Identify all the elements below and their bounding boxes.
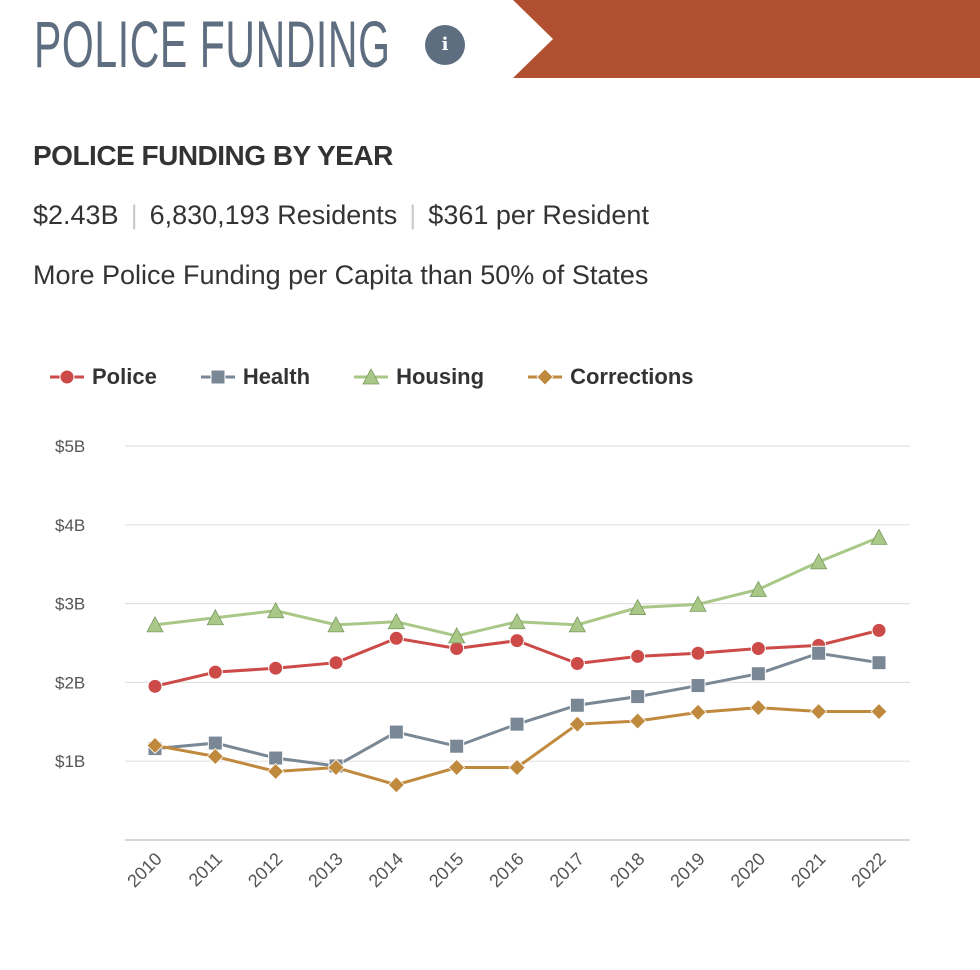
marker-circle	[268, 660, 284, 676]
marker-triangle	[749, 580, 767, 597]
x-tick-label: 2020	[727, 849, 769, 891]
legend-label: Corrections	[570, 364, 694, 389]
legend-item-corrections[interactable]: Corrections	[528, 364, 694, 390]
marker-triangle	[689, 595, 707, 612]
marker-circle	[388, 630, 404, 646]
marker-circle	[871, 622, 887, 638]
x-tick-label: 2011	[185, 849, 227, 891]
triangle-icon	[354, 368, 389, 385]
marker-circle	[59, 369, 75, 385]
series-police	[147, 622, 887, 694]
marker-circle	[207, 664, 223, 680]
legend-label: Police	[92, 364, 157, 389]
marker-diamond	[448, 758, 466, 777]
header-banner	[513, 0, 980, 78]
x-tick-label: 2015	[425, 849, 467, 891]
marker-square	[210, 369, 226, 385]
x-tick-label: 2018	[606, 849, 648, 891]
legend-label: Health	[242, 364, 311, 389]
marker-diamond	[870, 702, 888, 721]
page-title: POLICE FUNDING	[34, 7, 391, 81]
marker-square	[449, 738, 465, 754]
marker-triangle	[146, 616, 164, 633]
marker-triangle	[387, 612, 406, 630]
info-icon[interactable]: i	[425, 25, 465, 65]
marker-square	[509, 716, 525, 732]
marker-diamond	[206, 747, 224, 766]
marker-triangle	[206, 608, 224, 626]
x-tick-label: 2022	[847, 849, 889, 891]
series-housing	[146, 528, 888, 644]
marker-triangle	[568, 616, 586, 633]
marker-circle	[328, 655, 344, 671]
line-chart: $1B $2B $3B $4B $5B 2010 2011 2012 2013 2014 2015 2…	[55, 437, 910, 891]
marker-triangle	[870, 528, 888, 545]
y-tick-label: $5B	[55, 437, 85, 456]
total-funding: $2.43B	[33, 200, 119, 230]
comparison-text: More Police Funding per Capita than 50% …	[33, 260, 649, 290]
series-health	[147, 645, 887, 774]
marker-triangle	[447, 627, 466, 644]
marker-circle	[509, 633, 525, 649]
residents-count: 6,830,193 Residents	[149, 200, 398, 230]
stats-line: $2.43B | 6,830,193 Residents | $361 per Resi…	[33, 200, 649, 231]
marker-triangle	[810, 552, 828, 570]
square-icon	[200, 369, 235, 385]
legend-item-police[interactable]: Police	[50, 364, 157, 390]
marker-diamond	[146, 736, 164, 755]
marker-diamond	[629, 712, 647, 730]
marker-triangle	[508, 612, 526, 630]
legend-label: Housing	[396, 364, 485, 389]
legend-item-health[interactable]: Health	[200, 364, 311, 390]
marker-diamond	[327, 758, 345, 777]
marker-circle	[449, 641, 465, 657]
marker-diamond	[689, 703, 707, 721]
marker-square	[630, 689, 646, 705]
x-tick-label: 2014	[365, 849, 407, 891]
marker-circle	[630, 648, 646, 664]
y-tick-label: $4B	[55, 516, 85, 535]
x-tick-label: 2013	[304, 849, 346, 891]
marker-diamond	[568, 715, 586, 733]
chart-subtitle: POLICE FUNDING BY YEAR	[33, 140, 393, 171]
diamond-icon	[528, 368, 563, 386]
marker-circle	[569, 655, 585, 671]
marker-triangle	[629, 598, 647, 615]
x-tick-label: 2021	[787, 849, 829, 891]
marker-square	[811, 645, 827, 661]
marker-circle	[750, 641, 766, 657]
marker-diamond	[536, 368, 554, 386]
marker-diamond	[749, 699, 767, 717]
chart-legend: Police Health Housing Corrections	[50, 364, 694, 390]
marker-diamond	[267, 762, 285, 781]
marker-triangle	[362, 368, 380, 385]
separator: |	[409, 200, 417, 230]
marker-triangle	[327, 616, 345, 633]
x-tick-label: 2012	[244, 849, 286, 891]
marker-diamond	[387, 776, 405, 794]
x-tick-label: 2017	[546, 849, 588, 891]
x-tick-label: 2010	[123, 849, 165, 891]
marker-square	[388, 724, 404, 740]
marker-triangle	[266, 601, 285, 619]
marker-square	[750, 666, 766, 682]
x-tick-label: 2019	[666, 849, 708, 891]
legend-item-housing[interactable]: Housing	[354, 364, 484, 390]
marker-square	[690, 678, 706, 694]
separator: |	[130, 200, 138, 230]
marker-circle	[690, 645, 706, 661]
per-resident: $361 per Resident	[428, 200, 649, 230]
series-corrections	[146, 699, 888, 794]
x-tick-label: 2016	[485, 849, 527, 891]
marker-diamond	[810, 702, 828, 721]
marker-square	[871, 655, 887, 671]
y-tick-label: $2B	[55, 673, 85, 692]
y-tick-label: $1B	[55, 752, 85, 771]
marker-diamond	[508, 758, 526, 777]
circle-icon	[50, 369, 84, 385]
y-tick-label: $3B	[55, 595, 85, 614]
marker-square	[569, 697, 585, 713]
marker-circle	[147, 678, 163, 694]
